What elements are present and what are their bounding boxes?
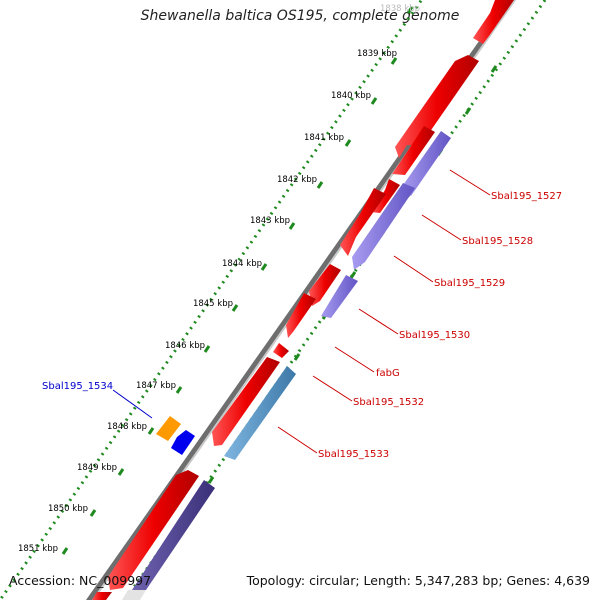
gene-label[interactable]: fabG [376, 368, 400, 379]
gene-label[interactable]: Sbal195_1530 [399, 330, 470, 341]
reverse-genes [122, 131, 451, 600]
gene-leader-lines [112, 169, 491, 454]
tick-mark [260, 263, 268, 271]
gene-label[interactable]: Sbal195_1532 [353, 397, 424, 408]
length-value: 5,347,283 bp [414, 573, 499, 588]
gene-label[interactable]: Sbal195_1533 [318, 449, 389, 460]
gene-forward[interactable] [340, 188, 386, 256]
gene-forward[interactable] [392, 126, 435, 175]
gene-forward[interactable] [212, 357, 280, 446]
genes-value: 4,639 [554, 573, 590, 588]
tick-label: 1848 kbp [107, 422, 147, 432]
gene-forward[interactable] [273, 343, 289, 358]
tick-mark [349, 271, 357, 279]
map-title: Shewanella baltica OS195, complete genom… [140, 8, 460, 24]
tick-mark [147, 427, 155, 435]
tick-label: 1840 kbp [331, 91, 371, 101]
gene-reverse[interactable] [321, 275, 358, 318]
accession-value: NC_009997 [79, 573, 152, 588]
tick-mark [117, 468, 125, 476]
tick-label: 1850 kbp [48, 504, 88, 514]
genome-stats: Topology: circular; Length: 5,347,283 bp… [246, 573, 590, 588]
gene-reverse[interactable] [352, 183, 415, 270]
tick-label: 1851 kbp [18, 544, 58, 554]
tick-label: 1845 kbp [193, 299, 233, 309]
tick-mark [288, 222, 296, 230]
gene-reverse[interactable] [122, 590, 146, 600]
tick-mark [61, 547, 69, 555]
accession-info: Accession: NC_009997 [9, 573, 151, 588]
leader-line [449, 169, 491, 196]
tick-mark [406, 6, 414, 14]
tick-mark [231, 304, 239, 312]
tick-mark [203, 345, 211, 353]
gene-forward[interactable] [108, 470, 199, 590]
leader-line [358, 308, 399, 335]
gene-label[interactable]: Sbal195_1529 [434, 278, 505, 289]
tick-mark [293, 353, 301, 361]
leader-line [393, 255, 434, 283]
forward-genes [92, 0, 514, 600]
tick-mark [175, 386, 183, 394]
leader-line [277, 426, 318, 454]
tick-marks-outer [61, 6, 414, 555]
leader-line [334, 346, 375, 373]
length-label: Length: [363, 573, 411, 588]
gene-sbal195-1534-orange[interactable] [156, 416, 181, 441]
tick-label: 1842 kbp [277, 175, 317, 185]
topology-label: Topology: [246, 573, 306, 588]
tick-mark [344, 139, 352, 147]
tick-mark [490, 65, 498, 73]
tick-label: 1844 kbp [222, 259, 262, 269]
tick-mark [89, 509, 97, 517]
gene-forward[interactable] [92, 592, 112, 600]
tick-mark [316, 181, 324, 189]
gene-reverse[interactable] [401, 131, 451, 196]
gene-label[interactable]: Sbal195_1534 [42, 381, 113, 392]
leader-line [312, 375, 353, 402]
genes-label: Genes: [506, 573, 551, 588]
tick-label: 1846 kbp [165, 341, 205, 351]
gene-forward[interactable] [309, 264, 341, 306]
gene-reverse[interactable] [224, 366, 296, 460]
tick-label: 1841 kbp [304, 133, 344, 143]
leader-line [421, 214, 462, 241]
tick-mark [464, 107, 472, 115]
gene-reverse[interactable] [132, 480, 215, 590]
ruler-outer [0, 0, 424, 600]
tick-label: 1843 kbp [250, 216, 290, 226]
tick-mark [390, 57, 398, 65]
gene-forward[interactable] [473, 0, 514, 44]
gene-label[interactable]: Sbal195_1527 [491, 191, 562, 202]
tick-mark [207, 476, 215, 484]
accession-label: Accession: [9, 573, 76, 588]
tick-label: 1847 kbp [136, 381, 176, 391]
tick-mark [370, 97, 378, 105]
tick-label: 1839 kbp [357, 49, 397, 59]
topology-value: circular [309, 573, 356, 588]
tick-label: 1838 kbp [380, 4, 420, 14]
gene-label[interactable]: Sbal195_1528 [462, 236, 533, 247]
gene-forward[interactable] [395, 55, 479, 158]
gene-sbal195-1534-blue[interactable] [171, 430, 195, 455]
leader-line [112, 389, 153, 419]
tick-label: 1849 kbp [77, 463, 117, 473]
gene-forward[interactable] [286, 293, 316, 338]
